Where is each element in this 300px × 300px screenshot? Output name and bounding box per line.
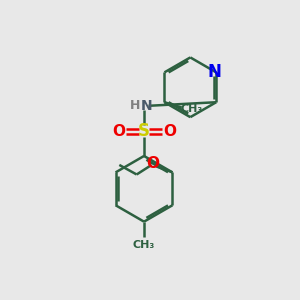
Text: O: O bbox=[112, 124, 125, 139]
Text: O: O bbox=[146, 156, 159, 171]
Text: CH₃: CH₃ bbox=[133, 240, 155, 250]
Text: S: S bbox=[138, 122, 150, 140]
Text: H: H bbox=[130, 99, 140, 112]
Text: O: O bbox=[163, 124, 176, 139]
Text: N: N bbox=[141, 99, 152, 113]
Text: N: N bbox=[208, 63, 222, 81]
Text: CH₃: CH₃ bbox=[181, 104, 203, 114]
